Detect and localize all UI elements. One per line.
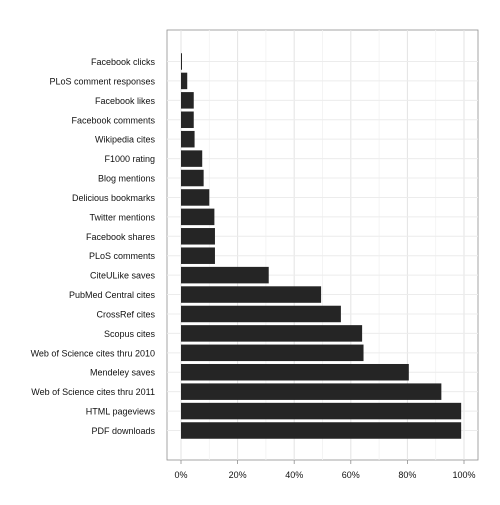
category-label: Web of Science cites thru 2011 [31,387,155,397]
category-label: Blog mentions [98,174,156,184]
bar [181,228,215,245]
bar [181,402,462,420]
bars [181,53,462,439]
bar [181,111,194,129]
bar [181,422,462,439]
bar [181,325,363,342]
category-label: Wikipedia cites [95,135,156,145]
x-axis-ticks: 0% 20% 40% 60% 80% 100% [174,460,476,480]
category-label: PubMed Central cites [69,290,156,300]
category-labels: PDF downloads HTML pageviews Web of Scienc… [31,57,156,436]
category-label: Mendeley saves [90,368,156,378]
bar [181,286,322,303]
bar [181,189,210,206]
category-label: PLoS comment responses [49,76,155,86]
bar [181,150,203,167]
x-tick-label: 0% [174,470,187,480]
bar [181,92,194,109]
bar [181,266,269,284]
category-label: PLoS comments [89,251,156,261]
category-label: Delicious bookmarks [72,193,156,203]
category-label: Facebook likes [95,96,156,106]
bar [181,383,442,400]
category-label: Web of Science cites thru 2010 [31,348,155,358]
category-label: CiteULike saves [90,271,156,281]
category-label: Facebook shares [86,232,156,242]
category-label: PDF downloads [91,426,155,436]
bar [181,169,204,187]
bar [181,363,409,381]
bar [181,130,195,148]
x-tick-label: 100% [452,470,475,480]
category-label: Twitter mentions [89,212,155,222]
category-label: CrossRef cites [96,309,155,319]
bar [181,305,341,323]
bar [181,53,182,70]
x-tick-label: 60% [342,470,360,480]
bar [181,247,215,264]
bar [181,72,188,90]
category-label: F1000 rating [104,154,155,164]
category-label: Facebook clicks [91,57,156,67]
category-label: Scopus cites [104,329,156,339]
x-tick-label: 80% [398,470,416,480]
x-tick-label: 40% [285,470,303,480]
bar [181,344,364,362]
category-label: Facebook comments [71,115,155,125]
x-tick-label: 20% [229,470,247,480]
bar [181,208,215,226]
category-label: HTML pageviews [86,407,156,417]
